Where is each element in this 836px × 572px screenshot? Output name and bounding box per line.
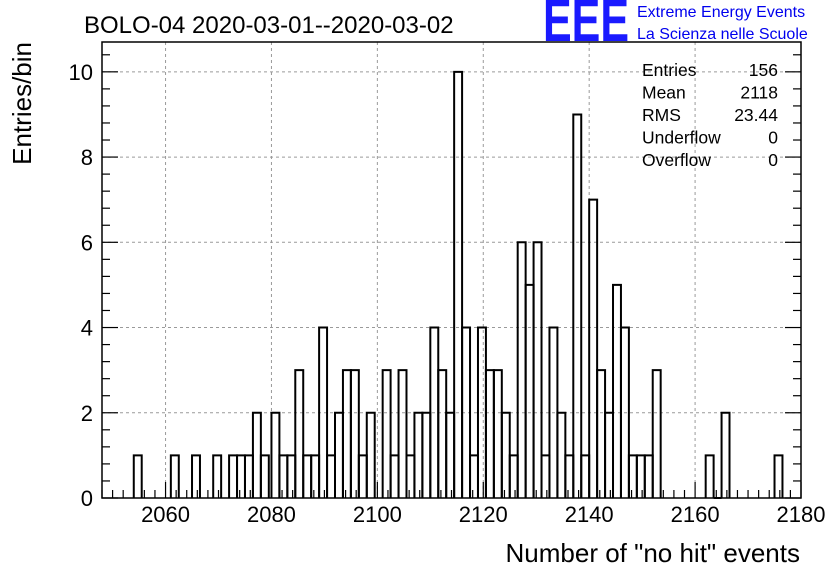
- histogram-bin: [381, 369, 392, 498]
- y-tick-label: 10: [69, 60, 93, 85]
- histogram-bin: [445, 411, 456, 498]
- histogram-bin: [302, 454, 313, 498]
- x-tick-label: 2120: [459, 502, 508, 527]
- histogram-bin: [294, 369, 305, 498]
- y-tick-labels: 0 2 4 6 8 10: [69, 60, 93, 511]
- logo-line-1: Extreme Energy Events: [637, 4, 805, 21]
- histogram-bin: [619, 326, 630, 498]
- stat-label: Mean: [642, 83, 686, 103]
- histogram-bin: [278, 454, 289, 498]
- stat-value: 0: [768, 128, 778, 148]
- histogram-bin: [524, 283, 535, 498]
- histogram-bin: [588, 198, 599, 498]
- histogram-bin: [310, 454, 321, 498]
- histogram-bin: [453, 70, 464, 498]
- x-axis-title: Number of "no hit" events: [506, 538, 801, 568]
- histogram-bin: [413, 411, 424, 498]
- chart-title: BOLO-04 2020-03-01--2020-03-02: [84, 12, 454, 39]
- histogram-bin: [326, 454, 336, 498]
- histogram-bin: [397, 369, 408, 498]
- histogram-bin: [191, 454, 201, 498]
- x-tick-labels: 2060 2080 2100 2120 2140 2160 2180: [141, 502, 825, 527]
- stat-value: 23.44: [734, 105, 778, 125]
- histogram-bin: [580, 454, 591, 498]
- histogram-bin: [508, 454, 519, 498]
- histogram-bin: [651, 369, 662, 498]
- histogram-bin: [492, 369, 503, 498]
- histogram-bin: [132, 454, 143, 498]
- histogram-bin: [532, 241, 543, 498]
- histogram-bin: [612, 283, 622, 498]
- statistics-box: Entries 156 Mean 2118 RMS 23.44 Underflow 0 Over…: [642, 60, 778, 170]
- histogram-bin: [243, 454, 254, 498]
- histogram-bin: [643, 454, 654, 498]
- histogram-bin: [564, 454, 575, 498]
- histogram-bin: [720, 411, 731, 498]
- histogram-bin: [437, 369, 448, 498]
- histogram-bin: [334, 411, 344, 498]
- histogram-bin: [469, 454, 479, 498]
- histogram-bin: [461, 326, 472, 498]
- grid-lines: [102, 42, 801, 498]
- histogram-series: [132, 70, 784, 499]
- histogram-bin: [596, 369, 607, 498]
- axis-ticks: [101, 54, 802, 499]
- x-tick-label: 2080: [247, 502, 296, 527]
- stat-value: 0: [768, 150, 778, 170]
- y-tick-label: 4: [81, 316, 93, 341]
- x-tick-label: 2160: [671, 502, 720, 527]
- histogram-bin: [635, 454, 646, 498]
- stat-label: Underflow: [642, 128, 721, 148]
- stat-value: 2118: [740, 83, 778, 103]
- x-tick-label: 2060: [141, 502, 190, 527]
- eee-logo-mark: EEE: [543, 0, 629, 54]
- histogram-bin: [540, 454, 551, 498]
- histogram-bin: [604, 411, 615, 498]
- stat-label: Overflow: [642, 150, 711, 170]
- histogram-bin: [389, 454, 400, 498]
- histogram-bin: [405, 454, 416, 498]
- histogram-bin: [627, 454, 638, 498]
- stat-label: Entries: [642, 60, 697, 80]
- histogram-bin: [270, 411, 281, 498]
- stat-value: 156: [749, 60, 778, 80]
- histogram-bin: [349, 369, 360, 498]
- histogram-bin: [421, 411, 432, 498]
- stat-label: RMS: [642, 105, 681, 125]
- plot-frame: [101, 41, 802, 499]
- histogram-bin: [516, 241, 527, 498]
- logo: EEE Extreme Energy Events La Scienza nel…: [543, 0, 808, 54]
- histogram-bin: [341, 369, 352, 498]
- histogram-bin: [484, 369, 495, 498]
- histogram-bin: [259, 454, 270, 498]
- histogram-bin: [365, 411, 376, 498]
- y-tick-label: 8: [81, 145, 93, 170]
- histogram-bin: [251, 411, 262, 498]
- x-tick-label: 2180: [777, 502, 826, 527]
- x-tick-label: 2100: [353, 502, 402, 527]
- histogram-bin: [212, 454, 223, 498]
- histogram-bin: [773, 454, 784, 498]
- y-tick-label: 2: [81, 401, 93, 426]
- x-tick-label: 2140: [565, 502, 614, 527]
- histogram-bin: [357, 454, 368, 498]
- histogram-bin: [704, 454, 715, 498]
- histogram-bin: [556, 411, 567, 498]
- histogram-bin: [169, 454, 180, 498]
- y-tick-label: 6: [81, 230, 93, 255]
- histogram-bin: [500, 411, 511, 498]
- histogram-bin: [318, 326, 329, 498]
- histogram-bin: [572, 113, 583, 498]
- logo-line-2: La Scienza nelle Scuole: [637, 26, 808, 43]
- y-tick-label: 0: [81, 486, 93, 511]
- histogram-bin: [286, 454, 297, 498]
- histogram-bin: [236, 454, 246, 498]
- y-axis-title: Entries/bin: [7, 42, 37, 165]
- histogram-bin: [228, 454, 239, 498]
